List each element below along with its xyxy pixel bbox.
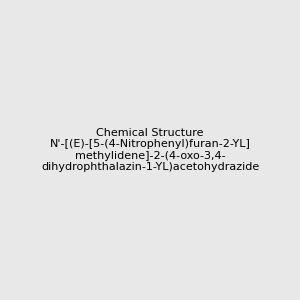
Text: Chemical Structure
N'-[(E)-[5-(4-Nitrophenyl)furan-2-YL]
methylidene]-2-(4-oxo-3: Chemical Structure N'-[(E)-[5-(4-Nitroph… [41, 128, 259, 172]
